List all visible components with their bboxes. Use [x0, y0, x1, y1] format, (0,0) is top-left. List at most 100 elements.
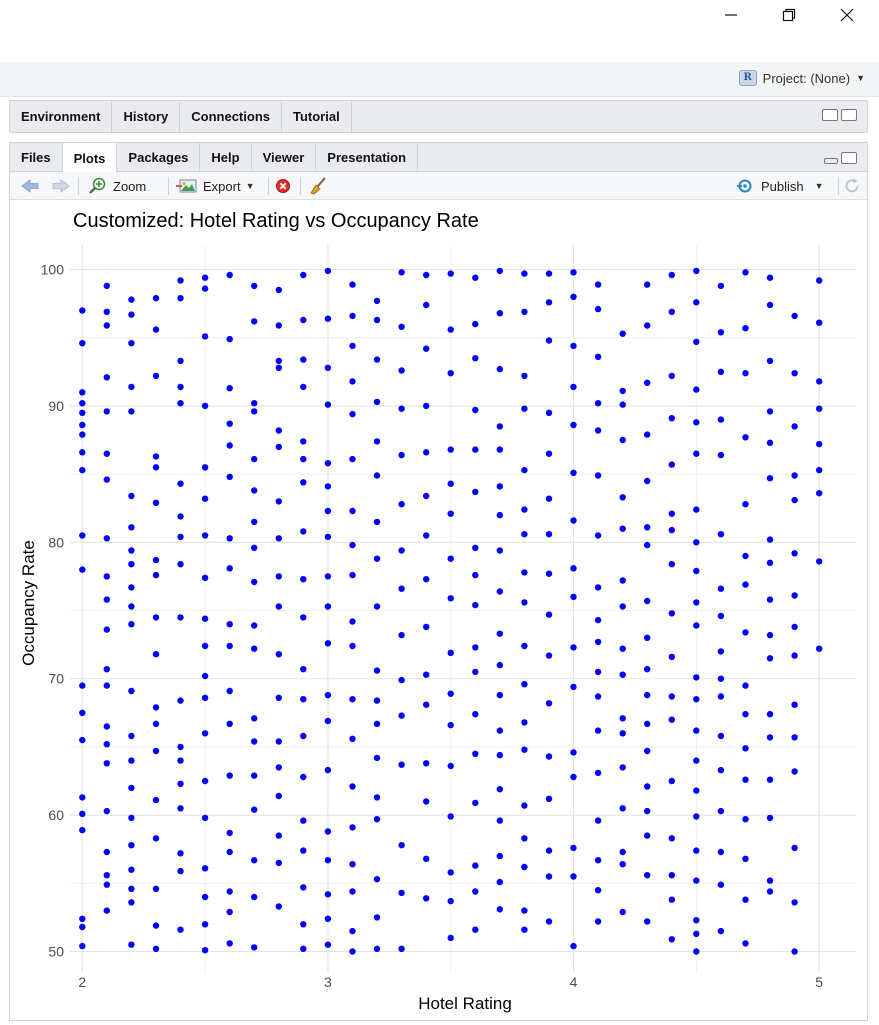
data-point [423, 671, 430, 678]
restore-button[interactable] [760, 0, 818, 30]
data-point [275, 535, 282, 542]
data-point [373, 297, 381, 305]
data-point [472, 862, 479, 869]
data-point [177, 480, 184, 487]
data-point [545, 847, 553, 854]
tab-environment[interactable]: Environment [10, 101, 113, 132]
minimize-button[interactable] [702, 0, 760, 30]
maximize-pane-icon[interactable] [841, 152, 857, 164]
data-point [447, 762, 454, 770]
tab-plots[interactable]: Plots [62, 143, 118, 173]
data-point [668, 372, 675, 380]
data-point [472, 644, 479, 651]
data-point [717, 282, 725, 290]
data-point [152, 651, 160, 658]
data-point [349, 571, 356, 579]
forward-button[interactable] [51, 176, 71, 196]
data-point [423, 449, 430, 456]
data-point [79, 942, 86, 950]
refresh-button[interactable] [843, 176, 861, 196]
data-point [816, 405, 823, 412]
data-point [766, 877, 774, 884]
data-point [717, 807, 725, 815]
data-point [521, 270, 528, 277]
data-point [398, 367, 405, 374]
data-point [275, 286, 282, 294]
data-point [79, 409, 86, 416]
data-point [423, 798, 430, 805]
data-point [447, 934, 454, 942]
data-point [324, 640, 332, 647]
zoom-button[interactable]: Zoom [88, 176, 146, 196]
data-point [349, 410, 356, 418]
plot-grid [70, 245, 856, 972]
data-point [349, 735, 356, 742]
tab-viewer[interactable]: Viewer [252, 143, 317, 171]
data-point [668, 526, 675, 534]
export-menu-button[interactable]: Export ▼ [176, 176, 255, 196]
data-point [521, 926, 528, 933]
data-point [103, 374, 111, 381]
data-point [742, 682, 749, 689]
restore-pane-icon[interactable] [822, 109, 838, 121]
data-point [791, 623, 798, 631]
data-point [570, 269, 577, 276]
maximize-pane-icon[interactable] [841, 109, 857, 121]
close-button[interactable] [818, 0, 876, 30]
toolbar-divider [268, 177, 269, 195]
data-point [398, 889, 405, 897]
data-point [300, 884, 307, 891]
data-point [472, 799, 479, 807]
tab-files[interactable]: Files [10, 143, 63, 171]
clear-all-plots-button[interactable] [308, 176, 328, 196]
data-point [251, 400, 258, 407]
data-point [300, 921, 307, 928]
data-point [373, 603, 381, 610]
remove-plot-button[interactable] [275, 176, 291, 196]
plot-canvas: Customized: Hotel Rating vs Occupancy Ra… [10, 200, 867, 1020]
data-point [152, 747, 160, 755]
tab-help[interactable]: Help [200, 143, 252, 171]
data-point [226, 535, 233, 542]
data-point [373, 720, 381, 727]
data-point [251, 408, 258, 415]
data-point [300, 945, 307, 952]
plots-toolbar: Zoom Export ▼ [10, 172, 867, 200]
data-point [373, 876, 381, 883]
data-point [103, 807, 111, 815]
data-point [251, 622, 258, 629]
arrow-left-icon [21, 179, 39, 193]
data-point [472, 320, 479, 328]
project-menu[interactable]: R Project: (None) ▼ [738, 70, 865, 86]
data-point [447, 595, 454, 602]
environment-pane: Environment History Connections Tutorial [9, 100, 868, 133]
tab-tutorial[interactable]: Tutorial [282, 101, 352, 132]
zoom-icon [89, 177, 106, 194]
data-point [570, 517, 577, 524]
data-point [201, 694, 209, 701]
back-button[interactable] [20, 176, 40, 196]
data-point [668, 461, 675, 468]
tab-packages[interactable]: Packages [117, 143, 201, 171]
data-point [717, 612, 725, 620]
data-point [103, 573, 111, 580]
data-point [619, 603, 626, 610]
tab-history[interactable]: History [112, 101, 181, 132]
data-point [472, 544, 479, 551]
data-point [816, 490, 823, 497]
publish-button[interactable]: Publish ▼ [736, 176, 824, 196]
tab-presentation[interactable]: Presentation [316, 143, 419, 171]
tab-connections[interactable]: Connections [180, 101, 282, 132]
data-point [226, 687, 233, 695]
data-point [275, 738, 282, 745]
data-point [251, 318, 258, 325]
data-point [791, 496, 798, 504]
data-point [324, 941, 332, 948]
y-tick-label: 50 [48, 944, 64, 960]
data-point [152, 453, 160, 460]
environment-pane-tabs: Environment History Connections Tutorial [10, 101, 352, 132]
data-point [668, 777, 675, 785]
data-point [201, 274, 209, 281]
data-point [791, 312, 798, 320]
minimize-pane-icon[interactable] [824, 158, 838, 164]
